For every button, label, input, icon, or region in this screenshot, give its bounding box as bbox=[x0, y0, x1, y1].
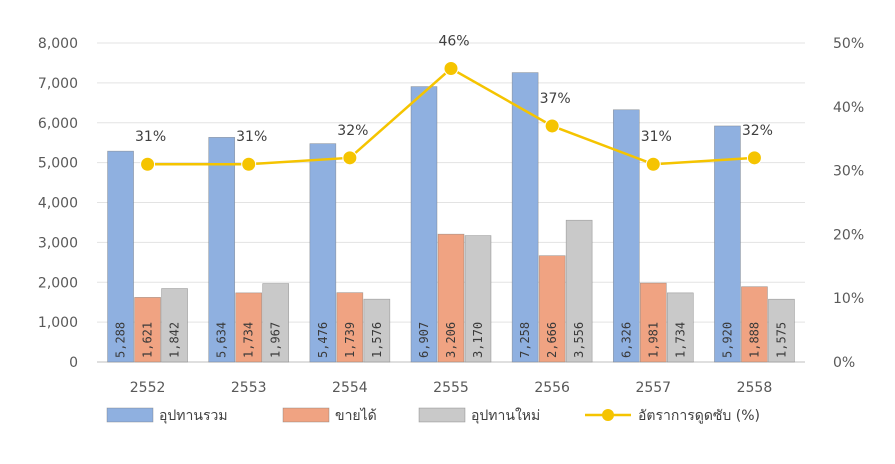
y-left-tick-label: 6,000 bbox=[38, 116, 78, 132]
bar-data-label: 2,666 bbox=[545, 322, 559, 358]
bar-data-label: 5,634 bbox=[215, 322, 229, 358]
bar bbox=[235, 292, 263, 363]
x-tick-label: 2555 bbox=[433, 380, 469, 396]
line-point bbox=[241, 156, 257, 172]
bar bbox=[639, 282, 667, 363]
x-tick-label: 2554 bbox=[332, 380, 368, 396]
bar bbox=[768, 298, 795, 363]
bar-data-label: 1,739 bbox=[343, 322, 357, 358]
line-data-label: 31% bbox=[236, 129, 267, 145]
bar-data-label: 1,888 bbox=[747, 322, 761, 358]
bar bbox=[437, 233, 465, 363]
bar-data-label: 1,734 bbox=[242, 322, 256, 358]
y-left-tick-label: 3,000 bbox=[38, 235, 78, 251]
bar-data-label: 7,258 bbox=[518, 322, 532, 358]
y-left-tick-label: 5,000 bbox=[38, 156, 78, 172]
line-data-label: 37% bbox=[540, 91, 571, 107]
legend-label: ขายได้ bbox=[335, 407, 377, 424]
bar-data-label: 1,981 bbox=[646, 322, 660, 358]
line-data-label: 31% bbox=[135, 129, 166, 145]
y-left-tick-label: 8,000 bbox=[38, 36, 78, 52]
line-data-label: 32% bbox=[337, 123, 368, 139]
line-point bbox=[746, 150, 762, 166]
legend-label: อุปทานใหม่ bbox=[471, 407, 540, 424]
bar-data-label: 1,734 bbox=[673, 322, 687, 358]
bar-data-label: 5,920 bbox=[720, 322, 734, 358]
x-tick-label: 2558 bbox=[737, 380, 773, 396]
bar bbox=[363, 298, 391, 363]
legend-swatch bbox=[282, 407, 330, 423]
bar bbox=[410, 86, 438, 363]
bar-data-label: 1,575 bbox=[774, 322, 788, 358]
bar bbox=[741, 286, 768, 363]
bar-data-label: 3,206 bbox=[444, 322, 458, 358]
bar-data-label: 6,326 bbox=[619, 322, 633, 358]
y-left-tick-label: 7,000 bbox=[38, 76, 78, 92]
bar bbox=[464, 235, 492, 363]
line-point bbox=[443, 61, 459, 77]
bar bbox=[134, 297, 161, 363]
bar bbox=[208, 137, 236, 363]
bar-data-label: 3,170 bbox=[471, 322, 485, 358]
line-point bbox=[140, 156, 156, 172]
y-right-tick-label: 40% bbox=[833, 100, 864, 116]
y-left-tick-label: 1,000 bbox=[38, 315, 78, 331]
bar-data-label: 1,621 bbox=[141, 322, 155, 358]
line-point bbox=[342, 150, 358, 166]
y-right-tick-label: 0% bbox=[833, 355, 855, 371]
x-tick-label: 2553 bbox=[231, 380, 267, 396]
line-point bbox=[544, 118, 560, 134]
legend-label: อัตราการดูดซับ (%) bbox=[638, 408, 760, 424]
bar bbox=[161, 288, 188, 363]
bar-data-label: 3,556 bbox=[572, 322, 586, 358]
line-data-label: 32% bbox=[742, 123, 773, 139]
bar-data-label: 6,907 bbox=[417, 322, 431, 358]
legend-label: อุปทานรวม bbox=[159, 408, 228, 424]
bar bbox=[336, 292, 364, 363]
y-right-tick-label: 10% bbox=[833, 291, 864, 307]
bar bbox=[538, 255, 566, 363]
bar-data-label: 1,576 bbox=[370, 322, 384, 358]
x-tick-label: 2552 bbox=[130, 380, 166, 396]
y-left-tick-label: 4,000 bbox=[38, 196, 78, 212]
bar bbox=[666, 292, 694, 363]
bar bbox=[107, 150, 134, 363]
bar bbox=[511, 72, 539, 363]
y-right-tick-label: 30% bbox=[833, 164, 864, 180]
legend-marker bbox=[602, 409, 614, 421]
bar bbox=[262, 283, 290, 363]
line-data-label: 31% bbox=[641, 129, 672, 145]
x-tick-label: 2556 bbox=[534, 380, 570, 396]
bar-data-label: 5,288 bbox=[114, 322, 128, 358]
line-data-label: 46% bbox=[438, 34, 469, 50]
bar-data-label: 5,476 bbox=[316, 322, 330, 358]
line-point bbox=[645, 156, 661, 172]
y-left-tick-label: 2,000 bbox=[38, 275, 78, 291]
bar-data-label: 1,842 bbox=[168, 322, 182, 358]
y-right-tick-label: 50% bbox=[833, 36, 864, 52]
y-right-tick-label: 20% bbox=[833, 227, 864, 243]
x-tick-label: 2557 bbox=[635, 380, 671, 396]
legend-swatch bbox=[418, 407, 466, 423]
bar bbox=[309, 143, 337, 363]
y-left-tick-label: 0 bbox=[69, 355, 78, 371]
legend-swatch bbox=[106, 407, 154, 423]
bar bbox=[565, 219, 593, 363]
bar-data-label: 1,967 bbox=[269, 322, 283, 358]
bar bbox=[714, 125, 741, 363]
